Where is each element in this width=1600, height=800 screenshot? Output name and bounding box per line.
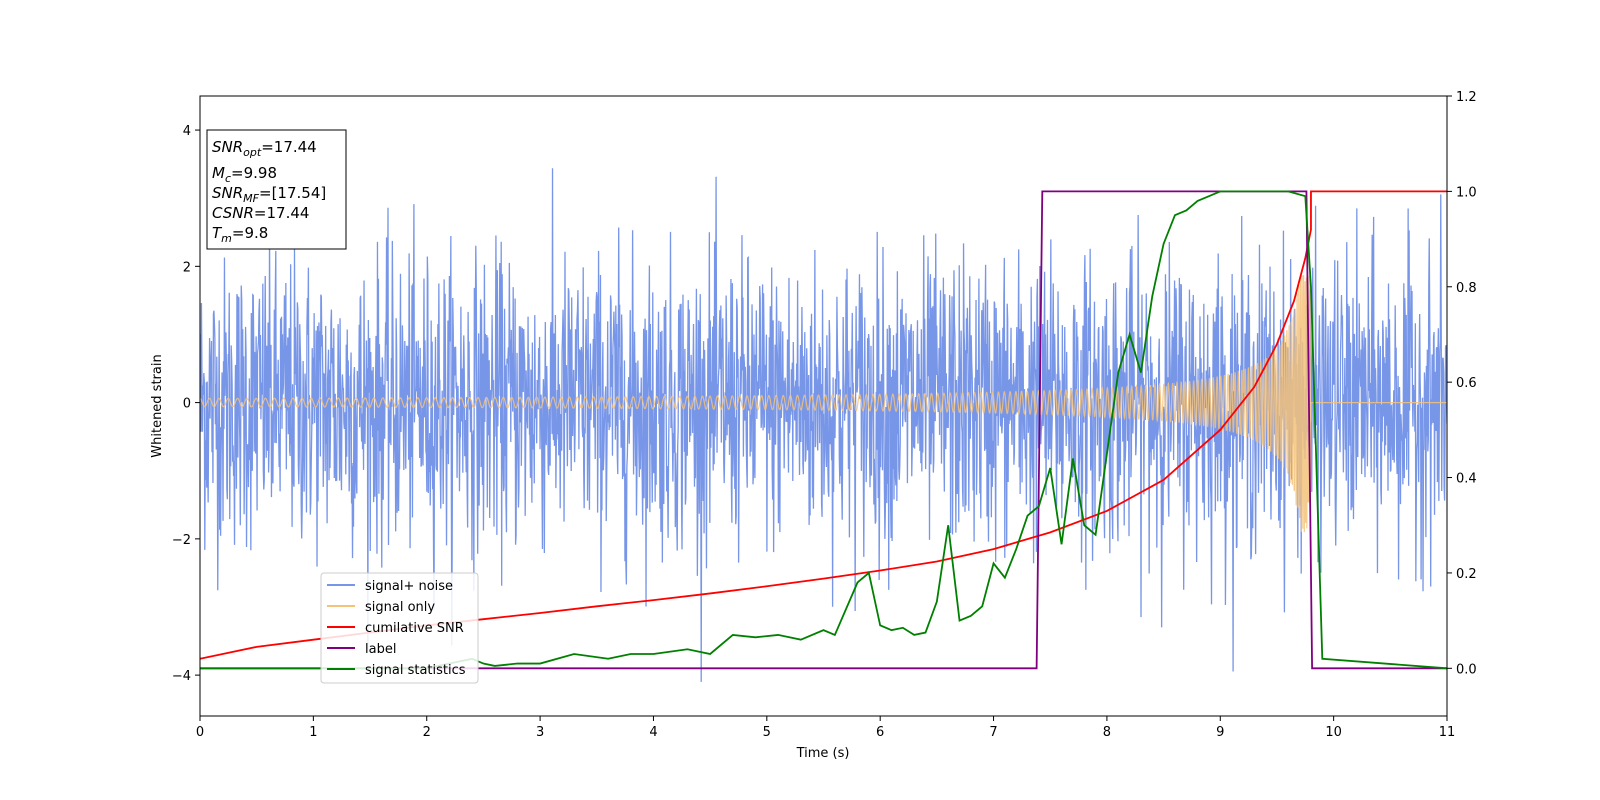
y-tick-label: 4 [183,124,191,139]
plot-frame [199,95,1448,717]
x-tick-label: 1 [309,725,317,740]
ticks-layer: 0 1 2 3 4 5 6 7 8 9 10 11 −4 −2 0 2 4 0.0 0.2 0.4 0.6 0.8 1.0 1… [172,90,1477,740]
info-snr-mf: SNRMF=[17.54] [212,184,326,205]
x-tick-label: 0 [196,725,204,740]
series-signal-noise [200,168,1447,682]
series-signal-only [200,273,1447,533]
x-tick-label: 9 [1216,725,1224,740]
x-tick-label: 10 [1325,725,1342,740]
y2-tick-label: 1.2 [1456,90,1477,105]
info-box-frame [206,129,347,250]
series-signal-statistics [200,190,1447,670]
x-tick-label: 5 [763,725,771,740]
series-label [200,190,1447,670]
y2-tick-label: 0.4 [1456,472,1477,487]
legend-label-label: label [365,642,396,657]
x-tick-label: 8 [1103,725,1111,740]
legend-label-cumulative-snr: cumilative SNR [365,621,464,636]
x-tick-label: 11 [1439,725,1456,740]
legend: signal+ noise signal only cumilative SNR… [320,572,479,684]
x-tick-label: 3 [536,725,544,740]
y2-tick-label: 0.0 [1456,662,1477,677]
legend-frame [320,572,479,684]
x-axis-label: Time (s) [796,746,850,761]
x-tick-label: 7 [989,725,997,740]
x-tick-label: 4 [649,725,657,740]
y2-tick-label: 0.6 [1456,376,1477,391]
y2-tick-label: 0.2 [1456,567,1477,582]
y-tick-label: 0 [183,397,191,412]
info-box: SNRopt=17.44 Mc=9.98 SNRMF=[17.54] CSNR=… [206,129,347,250]
y-axis-label: Whitened strain [150,354,165,457]
info-snr-opt: SNRopt=17.44 [212,138,317,159]
y2-tick-label: 1.0 [1456,185,1477,200]
info-csnr: CSNR=17.44 [212,204,309,222]
x-tick-label: 2 [423,725,431,740]
info-tm: Tm=9.8 [212,224,268,245]
y2-tick-label: 0.8 [1456,281,1477,296]
y-tick-label: 2 [183,260,191,275]
y-tick-label: −2 [172,533,191,548]
legend-label-signal-statistics: signal statistics [365,663,466,678]
legend-label-signal-noise: signal+ noise [365,579,453,594]
legend-label-signal-only: signal only [365,600,435,615]
info-mc: Mc=9.98 [212,164,277,185]
x-tick-label: 6 [876,725,884,740]
y-tick-label: −4 [172,669,191,684]
